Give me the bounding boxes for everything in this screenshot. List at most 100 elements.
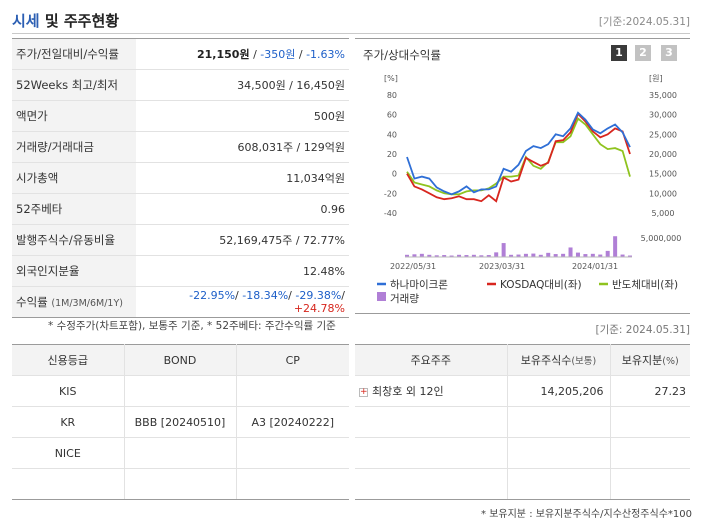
price-value: 21,150원 xyxy=(197,48,250,61)
return-1m: -22.95% xyxy=(189,289,236,302)
credit-bond xyxy=(123,375,237,407)
holder-name[interactable]: 최창호 외 12인 xyxy=(372,385,444,398)
volume-bar xyxy=(553,254,558,257)
empty-cell xyxy=(506,468,611,500)
footnote-holdings: * 보유지분 : 보유지분주식수/지수산정주식수*100 xyxy=(481,509,692,520)
volume-bar xyxy=(457,254,462,257)
volume-bar xyxy=(516,254,521,257)
info-row: 액면가 500원 xyxy=(12,100,349,132)
volume-bar xyxy=(494,252,499,257)
title-rest: 및 주주현황 xyxy=(39,12,120,30)
credit-row xyxy=(12,468,349,500)
left-tick-label: -20 xyxy=(384,189,397,198)
legend-label: 거래량 xyxy=(390,293,419,305)
price-rate: -1.63% xyxy=(306,48,345,61)
left-tick-label: -40 xyxy=(384,209,397,218)
return-1y: +24.78% xyxy=(293,302,345,315)
empty-cell xyxy=(506,406,611,438)
return-values: -22.95%/ -18.34%/ -29.38%/ +24.78% xyxy=(136,286,349,318)
row-value: 0.96 xyxy=(136,193,349,225)
credit-bond: BBB [20240510] xyxy=(123,406,237,438)
volume-bar xyxy=(523,253,528,257)
holders-header-row: 주요주주 보유주식수(보통) 보유지분(%) xyxy=(355,344,690,376)
volume-bar xyxy=(583,254,588,257)
row-value: 500원 xyxy=(136,100,349,132)
price-row: 주가/전일대비/수익률 21,150원 / -350원 / -1.63% xyxy=(12,38,349,70)
right-tick-label: 25,000 xyxy=(649,130,677,139)
volume-bar xyxy=(486,255,491,257)
volume-bar xyxy=(509,254,514,257)
credit-row: KIS xyxy=(12,375,349,407)
row-value: 34,500원 / 16,450원 xyxy=(136,69,349,101)
row-label: 52Weeks 최고/최저 xyxy=(12,69,136,101)
return-6m: -29.38% xyxy=(295,289,342,302)
holders-header-name: 주요주주 xyxy=(355,344,508,376)
volume-bar xyxy=(434,255,439,257)
holders-header-shares-sub: (보통) xyxy=(571,356,597,367)
return-label-cell: 수익률 (1M/3M/6M/1Y) xyxy=(12,286,136,318)
row-label: 액면가 xyxy=(12,100,136,132)
reference-date: [기준:2024.05.31] xyxy=(598,16,690,28)
volume-bar xyxy=(442,255,447,257)
volume-bar xyxy=(598,254,603,257)
holders-header-pct-label: 보유지분 xyxy=(621,354,663,367)
credit-header-row: 신용등급 BOND CP xyxy=(12,344,349,376)
volume-bar xyxy=(575,252,580,257)
volume-bar xyxy=(613,236,618,257)
info-row: 52Weeks 최고/최저 34,500원 / 16,450원 xyxy=(12,69,349,101)
credit-cp xyxy=(235,375,349,407)
row-value: 12.48% xyxy=(136,255,349,287)
empty-cell xyxy=(609,437,690,469)
row-label: 외국인지분율 xyxy=(12,255,136,287)
volume-bar xyxy=(531,253,536,257)
legend-swatch xyxy=(377,292,386,301)
holder-row: + 최창호 외 12인 14,205,206 27.23 xyxy=(355,375,690,407)
credit-cp xyxy=(235,437,349,469)
empty-cell xyxy=(355,468,508,500)
credit-cp: A3 [20240222] xyxy=(235,406,349,438)
empty-cell xyxy=(506,437,611,469)
row-label: 52주베타 xyxy=(12,193,136,225)
reference-date-2: [기준: 2024.05.31] xyxy=(595,324,690,336)
row-label: 시가총액 xyxy=(12,162,136,194)
price-info-table: 주가/전일대비/수익률 21,150원 / -350원 / -1.63% 52W… xyxy=(12,38,349,318)
credit-agency: NICE xyxy=(12,437,125,469)
right-axis-unit: [원] xyxy=(649,74,663,83)
legend-label: 하나마이크론 xyxy=(390,278,448,291)
left-tick-label: 0 xyxy=(392,170,397,179)
chart-page-1-button[interactable]: 1 xyxy=(611,45,627,61)
price-change: -350원 xyxy=(260,48,296,61)
info-row: 거래량/거래대금 608,031주 / 129억원 xyxy=(12,131,349,163)
credit-header: CP xyxy=(235,344,349,376)
legend-label: KOSDAQ대비(좌) xyxy=(500,279,582,291)
info-row: 52주베타 0.96 xyxy=(12,193,349,225)
return-sublabel: (1M/3M/6M/1Y) xyxy=(51,298,123,309)
volume-bar xyxy=(568,247,573,257)
empty-cell xyxy=(355,406,508,438)
row-value: 52,169,475주 / 72.77% xyxy=(136,224,349,256)
holder-row-empty xyxy=(355,468,690,500)
holder-row-empty xyxy=(355,406,690,438)
row-value: 11,034억원 xyxy=(136,162,349,194)
chart-title: 주가/상대수익률 xyxy=(363,48,441,62)
left-tick-label: 60 xyxy=(387,111,397,120)
credit-agency xyxy=(12,468,125,500)
right-tick-label: 20,000 xyxy=(649,150,677,159)
chart-page-2-button[interactable]: 2 xyxy=(635,45,651,61)
return-label: 수익률 xyxy=(16,295,48,309)
chart-page-3-button[interactable]: 3 xyxy=(661,45,677,61)
holder-pct: 27.23 xyxy=(609,375,690,407)
price-chart-panel: 주가/상대수익률 1 2 3 [%] [원] 80 35,000 60 30,000 40 2… xyxy=(355,38,690,314)
info-row: 외국인지분율 12.48% xyxy=(12,255,349,287)
right-tick-label: 10,000 xyxy=(649,189,677,198)
x-tick-label: 2024/01/31 xyxy=(572,262,618,271)
credit-cp xyxy=(235,468,349,500)
volume-bar xyxy=(620,254,625,257)
x-tick-label: 2023/03/31 xyxy=(479,262,525,271)
expand-icon[interactable]: + xyxy=(359,386,368,397)
volume-bar xyxy=(471,254,476,257)
empty-cell xyxy=(355,437,508,469)
return-row: 수익률 (1M/3M/6M/1Y) -22.95%/ -18.34%/ -29.… xyxy=(12,286,349,318)
credit-row: NICE xyxy=(12,437,349,469)
right-tick-label: 35,000 xyxy=(649,91,677,100)
